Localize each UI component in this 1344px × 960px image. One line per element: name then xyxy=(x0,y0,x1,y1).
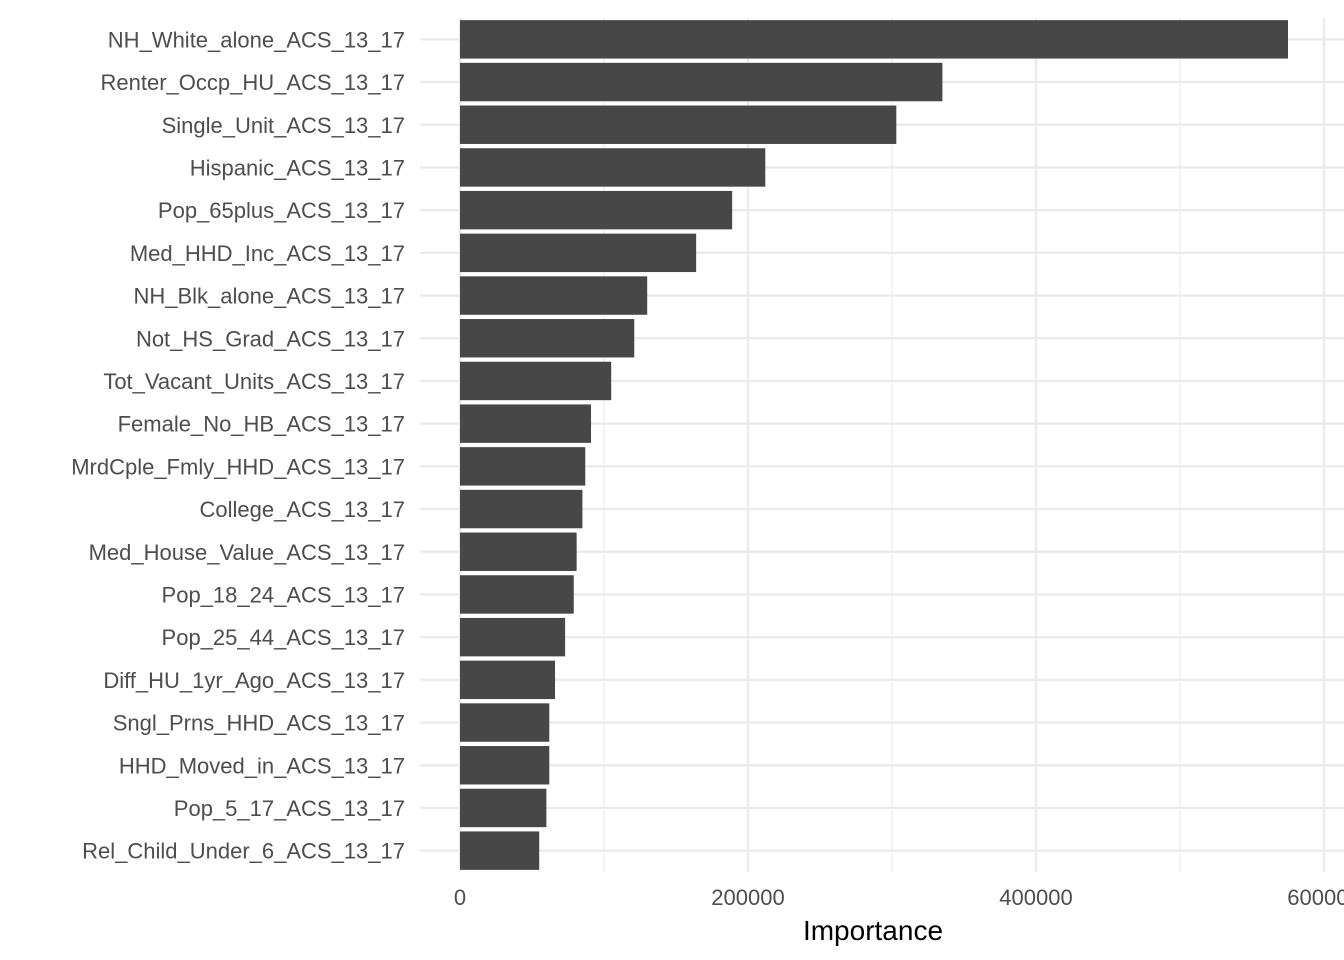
category-labels: NH_White_alone_ACS_13_17 Renter_Occp_HU_A… xyxy=(71,27,405,863)
bar xyxy=(460,190,733,230)
category-label: Hispanic_ACS_13_17 xyxy=(190,155,405,180)
category-label: Single_Unit_ACS_13_17 xyxy=(162,113,405,138)
category-label: Female_No_HB_ACS_13_17 xyxy=(118,412,405,437)
bar xyxy=(460,575,574,614)
category-label: MrdCple_Fmly_HHD_ACS_13_17 xyxy=(71,454,405,479)
bar xyxy=(460,660,556,700)
category-label: Rel_Child_Under_6_ACS_13_17 xyxy=(82,839,405,864)
bar xyxy=(460,489,583,529)
x-tick-label: 200000 xyxy=(711,885,784,910)
category-label: Pop_18_24_ACS_13_17 xyxy=(162,582,405,607)
x-tick-label: 400000 xyxy=(999,885,1072,910)
x-tick-label: 600000 xyxy=(1287,885,1344,910)
bar xyxy=(460,233,697,273)
bar xyxy=(460,746,550,785)
category-label: Sngl_Prns_HHD_ACS_13_17 xyxy=(113,711,405,736)
bar xyxy=(460,319,635,358)
category-label: HHD_Moved_in_ACS_13_17 xyxy=(119,753,405,778)
category-label: Not_HS_Grad_ACS_13_17 xyxy=(136,326,405,351)
bar xyxy=(460,105,897,144)
x-tick-labels: 0 200000 400000 600000 xyxy=(454,885,1344,910)
category-label: Renter_Occp_HU_ACS_13_17 xyxy=(100,70,405,95)
x-tick-label: 0 xyxy=(454,885,466,910)
x-axis-title: Importance xyxy=(803,915,943,946)
category-label: Med_HHD_Inc_ACS_13_17 xyxy=(130,241,405,266)
category-label: Pop_65plus_ACS_13_17 xyxy=(158,198,405,223)
bar xyxy=(460,148,766,187)
category-label: Pop_25_44_ACS_13_17 xyxy=(162,625,405,650)
bar xyxy=(460,404,592,443)
bar xyxy=(460,447,586,486)
bar xyxy=(460,788,547,828)
category-label: College_ACS_13_17 xyxy=(200,497,406,522)
category-label: NH_Blk_alone_ACS_13_17 xyxy=(133,284,405,309)
category-label: Med_House_Value_ACS_13_17 xyxy=(89,540,405,565)
grid-lines xyxy=(420,18,1344,872)
bar xyxy=(460,361,612,401)
category-label: Tot_Vacant_Units_ACS_13_17 xyxy=(103,369,405,394)
category-label: NH_White_alone_ACS_13_17 xyxy=(108,27,405,52)
category-label: Diff_HU_1yr_Ago_ACS_13_17 xyxy=(103,668,405,693)
bar xyxy=(460,276,648,315)
bar xyxy=(460,831,540,870)
category-label: Pop_5_17_ACS_13_17 xyxy=(174,796,405,821)
bar xyxy=(460,703,550,742)
bar xyxy=(460,617,566,657)
bars xyxy=(460,20,1288,870)
bar xyxy=(460,20,1288,59)
bar xyxy=(460,532,577,571)
bar xyxy=(460,62,943,102)
